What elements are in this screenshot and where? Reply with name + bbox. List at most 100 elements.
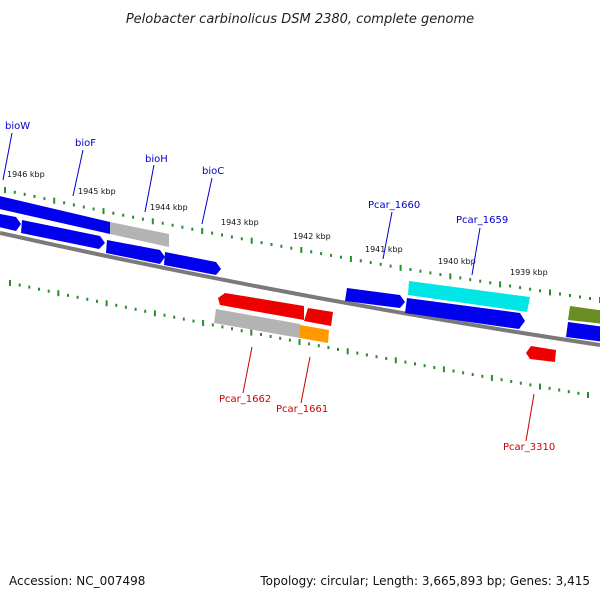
scale-tick-upper (399, 264, 402, 271)
scale-tick-lower (548, 386, 551, 390)
gene-Pcar-1661[interactable] (300, 325, 329, 343)
scale-tick-lower (124, 305, 127, 309)
label-bioH[interactable]: bioH (145, 154, 168, 165)
gene-Pcar-1662-2[interactable] (304, 308, 333, 326)
scale-tick-upper (122, 213, 125, 217)
scale-tick-lower (221, 325, 224, 329)
scale-label-1940: 1940 kbp (438, 257, 476, 266)
scale-tick-upper (230, 235, 233, 239)
scale-tick-upper (429, 271, 432, 275)
scale-tick-upper (519, 286, 522, 290)
scale-tick-lower (192, 319, 195, 323)
scale-tick-lower (173, 315, 176, 319)
gene-Pcar-1660-left[interactable] (345, 288, 405, 308)
gene-Pcar-3310[interactable] (526, 346, 556, 362)
label-Pcar-1661[interactable]: Pcar_1661 (276, 404, 328, 415)
scale-label-1946: 1946 kbp (7, 170, 45, 179)
label-Pcar-1662[interactable]: Pcar_1662 (219, 394, 271, 405)
scale-tick-upper (260, 241, 263, 245)
scale-tick-lower (462, 371, 465, 375)
scale-tick-upper (201, 228, 204, 235)
scale-tick-lower (105, 300, 108, 307)
scale-tick-lower (337, 347, 339, 351)
gene-bioH[interactable] (21, 220, 105, 249)
scale-tick-lower (308, 342, 311, 346)
scale-tick-upper (479, 279, 482, 283)
scale-tick-lower (153, 310, 156, 317)
scale-tick-lower (250, 329, 253, 336)
scale-label-1939: 1939 kbp (510, 268, 548, 277)
scale-tick-upper (569, 294, 571, 297)
label-bioF[interactable]: bioF (75, 138, 96, 149)
label-Pcar-1659[interactable]: Pcar_1659 (456, 215, 508, 226)
scale-tick-lower (481, 374, 484, 378)
scale-tick-upper (63, 201, 66, 205)
scale-tick-upper (459, 276, 462, 280)
scale-tick-upper (499, 281, 502, 288)
scale-tick-lower (529, 383, 532, 387)
scale-tick-upper (379, 262, 382, 266)
scale-tick-lower (279, 336, 282, 340)
gene-bioC[interactable] (164, 252, 221, 275)
scale-tick-lower (577, 391, 580, 395)
scale-tick-upper (330, 253, 332, 257)
scale-tick-upper (221, 233, 223, 237)
scale-tick-lower (317, 344, 320, 348)
scale-tick-lower (298, 339, 301, 345)
scale-label-1941: 1941 kbp (365, 245, 403, 254)
scale-tick-lower (423, 364, 426, 368)
scale-tick-upper (280, 244, 283, 248)
scale-tick-upper (539, 289, 542, 293)
gene-Pcar-1660[interactable] (405, 298, 525, 329)
label-bioW[interactable]: bioW (5, 121, 30, 132)
scale-tick-upper (290, 246, 293, 250)
topology-summary: Topology: circular; Length: 3,665,893 bp… (260, 574, 590, 588)
scale-tick-upper (211, 231, 214, 235)
scale-tick-upper (589, 297, 591, 300)
scale-tick-upper (409, 268, 412, 271)
scale-tick-upper (191, 227, 194, 231)
gene-Pcar-1659[interactable] (408, 281, 530, 312)
scale-tick-lower (500, 378, 503, 382)
gene-Pcar-1662[interactable] (218, 293, 304, 320)
scale-tick-upper (13, 190, 16, 194)
scale-tick-upper (349, 256, 352, 262)
scale-tick-lower (163, 313, 166, 317)
scale-tick-upper (112, 211, 115, 215)
map-title: Pelobacter carbinolicus DSM 2380, comple… (126, 12, 474, 27)
scale-tick-lower (471, 373, 474, 376)
scale-tick-upper (161, 221, 164, 225)
scale-tick-upper (549, 289, 551, 296)
scale-tick-upper (489, 281, 492, 285)
scale-tick-lower (260, 333, 262, 336)
scale-tick-lower (144, 309, 147, 313)
label-Pcar-1660[interactable]: Pcar_1660 (368, 200, 420, 211)
scale-tick-lower (587, 392, 589, 398)
scale-tick-lower (9, 280, 11, 286)
scale-label-1944: 1944 kbp (150, 203, 188, 212)
scale-tick-lower (519, 381, 522, 385)
scale-tick-upper (250, 237, 253, 244)
gene-bioF-pseudo[interactable] (110, 222, 169, 247)
gene-bioH-2[interactable] (106, 240, 165, 264)
gene-pseudo-lower[interactable] (214, 309, 300, 338)
scale-tick-lower (67, 293, 69, 297)
scale-ticks-lower (9, 280, 589, 398)
scale-tick-lower (433, 366, 436, 369)
scale-tick-lower (442, 366, 445, 373)
gene-small-left[interactable] (0, 213, 21, 231)
genome-backbone (0, 231, 600, 347)
scale-tick-upper (141, 217, 144, 221)
scale-tick-lower (115, 303, 118, 307)
scale-tick-lower (57, 290, 60, 297)
label-bioC[interactable]: bioC (202, 166, 224, 177)
scale-tick-lower (394, 357, 397, 364)
scale-tick-upper (181, 225, 184, 229)
scale-tick-lower (47, 289, 50, 293)
gene-olive-edge[interactable] (568, 306, 600, 324)
gene-right-edge[interactable] (566, 322, 600, 342)
label-Pcar-3310[interactable]: Pcar_3310 (503, 442, 555, 453)
gene-bioW[interactable] (0, 195, 110, 234)
scale-tick-upper (419, 269, 422, 273)
